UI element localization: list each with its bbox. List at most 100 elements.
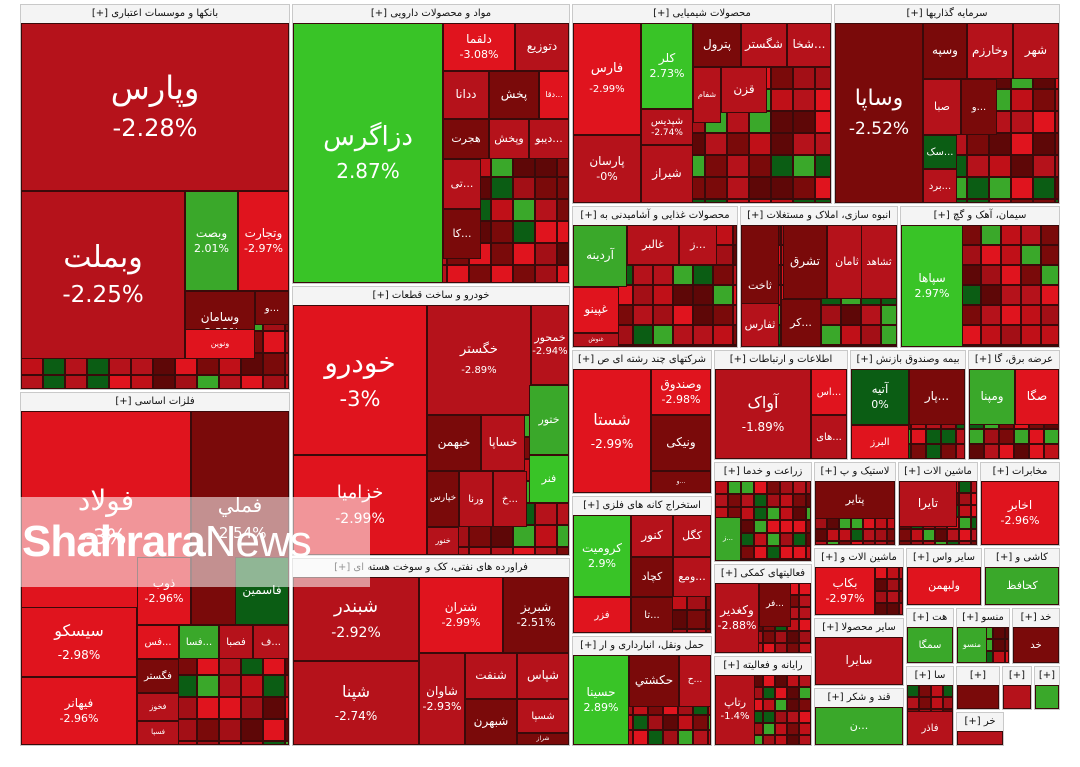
stock-tile[interactable]: سک... — [923, 135, 957, 169]
stock-tile[interactable]: کا... — [443, 209, 481, 259]
stock-tile[interactable]: ختور — [529, 385, 569, 455]
minor-stock-tile[interactable] — [771, 133, 793, 155]
minor-stock-tile[interactable] — [841, 305, 861, 325]
minor-stock-tile[interactable] — [799, 723, 811, 735]
sector-title[interactable]: مواد و محصولات دارویی [+] — [293, 5, 569, 23]
minor-stock-tile[interactable] — [787, 631, 799, 643]
minor-stock-tile[interactable] — [285, 675, 289, 697]
minor-stock-tile[interactable] — [1005, 639, 1009, 651]
minor-stock-tile[interactable] — [815, 541, 827, 545]
minor-stock-tile[interactable] — [535, 177, 557, 199]
minor-stock-tile[interactable] — [956, 429, 965, 444]
minor-stock-tile[interactable] — [775, 699, 787, 711]
minor-stock-tile[interactable] — [285, 375, 289, 389]
minor-stock-tile[interactable] — [65, 375, 87, 389]
stock-tile[interactable]: خودرو -3% — [293, 305, 427, 455]
sector-textile[interactable]: منسو [+] منسو — [956, 608, 1010, 664]
minor-stock-tile[interactable] — [799, 631, 811, 643]
minor-stock-tile[interactable] — [793, 559, 806, 561]
minor-stock-tile[interactable] — [923, 541, 935, 545]
minor-stock-tile[interactable] — [1021, 245, 1041, 265]
minor-stock-tile[interactable] — [981, 225, 1001, 245]
minor-stock-tile[interactable] — [780, 559, 793, 561]
minor-stock-tile[interactable] — [513, 199, 535, 221]
stock-tile[interactable]: ح... — [679, 655, 711, 707]
minor-stock-tile[interactable] — [767, 494, 780, 507]
stock-tile[interactable]: دیبو... — [529, 119, 569, 159]
minor-stock-tile[interactable] — [733, 345, 737, 347]
minor-stock-tile[interactable] — [993, 627, 1005, 639]
minor-stock-tile[interactable] — [469, 547, 491, 555]
stock-tile[interactable]: قزن — [721, 67, 767, 113]
sector-title[interactable]: سرمایه گذاریها [+] — [835, 5, 1059, 23]
stock-tile[interactable]: هجرت — [443, 119, 489, 159]
minor-stock-tile[interactable] — [806, 507, 811, 520]
stock-tile[interactable]: پتاير — [815, 481, 895, 519]
minor-stock-tile[interactable] — [263, 741, 285, 745]
minor-stock-tile[interactable] — [1055, 133, 1059, 155]
minor-stock-tile[interactable] — [241, 375, 263, 389]
sector-title[interactable]: [+] — [1035, 667, 1059, 685]
minor-stock-tile[interactable] — [1011, 111, 1033, 133]
minor-stock-tile[interactable] — [715, 494, 728, 507]
minor-stock-tile[interactable] — [663, 715, 678, 730]
minor-stock-tile[interactable] — [219, 719, 241, 741]
minor-stock-tile[interactable] — [771, 67, 793, 89]
stock-tile[interactable] — [1035, 685, 1059, 709]
stock-tile[interactable]: کگل — [673, 515, 711, 557]
stock-tile[interactable]: سايرا — [815, 637, 903, 685]
minor-stock-tile[interactable] — [285, 697, 289, 719]
stock-tile[interactable]: خساپا — [481, 415, 525, 471]
stock-tile[interactable]: و... — [255, 291, 289, 325]
minor-stock-tile[interactable] — [1041, 225, 1059, 245]
sector-fund[interactable]: بیمه وصندوق بازنش [+] آتیه 0% پار... البرز — [850, 350, 966, 460]
minor-stock-tile[interactable] — [899, 529, 911, 541]
stock-tile[interactable]: حسينا 2.89% — [573, 655, 629, 745]
stock-tile[interactable]: ثشاهد — [861, 225, 897, 299]
minor-stock-tile[interactable] — [793, 533, 806, 546]
minor-stock-tile[interactable] — [754, 546, 767, 559]
minor-stock-tile[interactable] — [1001, 325, 1021, 345]
minor-stock-tile[interactable] — [799, 699, 811, 711]
minor-stock-tile[interactable] — [705, 133, 727, 155]
stock-tile[interactable]: شپاس — [517, 653, 569, 699]
minor-stock-tile[interactable] — [741, 481, 754, 494]
minor-stock-tile[interactable] — [926, 444, 941, 459]
minor-stock-tile[interactable] — [861, 345, 881, 347]
minor-stock-tile[interactable] — [787, 687, 799, 699]
minor-stock-tile[interactable] — [793, 494, 806, 507]
minor-stock-tile[interactable] — [1029, 429, 1044, 444]
stock-tile[interactable]: وصندوق -2.98% — [651, 369, 711, 415]
sector-aux[interactable]: فعالیتهای کمکی [+] وکغدير -2.88% فر... — [714, 564, 812, 654]
stock-tile[interactable]: فر... — [759, 583, 791, 627]
stock-tile[interactable] — [957, 731, 1003, 745]
minor-stock-tile[interactable] — [989, 199, 1011, 203]
minor-stock-tile[interactable] — [749, 111, 771, 133]
minor-stock-tile[interactable] — [197, 375, 219, 389]
minor-stock-tile[interactable] — [806, 533, 811, 546]
minor-stock-tile[interactable] — [241, 719, 263, 741]
minor-stock-tile[interactable] — [989, 155, 1011, 177]
minor-stock-tile[interactable] — [1021, 345, 1041, 347]
minor-stock-tile[interactable] — [1011, 177, 1033, 199]
minor-stock-tile[interactable] — [907, 685, 919, 697]
minor-stock-tile[interactable] — [219, 741, 241, 745]
stock-tile[interactable]: وساپا -2.52% — [835, 23, 923, 203]
minor-stock-tile[interactable] — [1021, 225, 1041, 245]
minor-stock-tile[interactable] — [131, 375, 153, 389]
sector-tile[interactable]: کاشی و [+] کحافظ — [984, 548, 1060, 606]
sector-ict[interactable]: اطلاعات و ارتباطات [+] آواک -1.89% اس... های… — [714, 350, 848, 460]
stock-tile[interactable] — [1003, 685, 1031, 709]
minor-stock-tile[interactable] — [1033, 89, 1055, 111]
minor-stock-tile[interactable] — [793, 111, 815, 133]
minor-stock-tile[interactable] — [981, 285, 1001, 305]
minor-stock-tile[interactable] — [967, 177, 989, 199]
minor-stock-tile[interactable] — [727, 177, 749, 199]
minor-stock-tile[interactable] — [919, 697, 931, 709]
minor-stock-tile[interactable] — [799, 607, 811, 619]
minor-stock-tile[interactable] — [780, 481, 793, 494]
minor-stock-tile[interactable] — [775, 687, 787, 699]
minor-stock-tile[interactable] — [771, 89, 793, 111]
sector-banks[interactable]: بانکها و موسسات اعتباری [+] وپارس -2.28% وب… — [20, 4, 290, 390]
minor-stock-tile[interactable] — [713, 305, 733, 325]
